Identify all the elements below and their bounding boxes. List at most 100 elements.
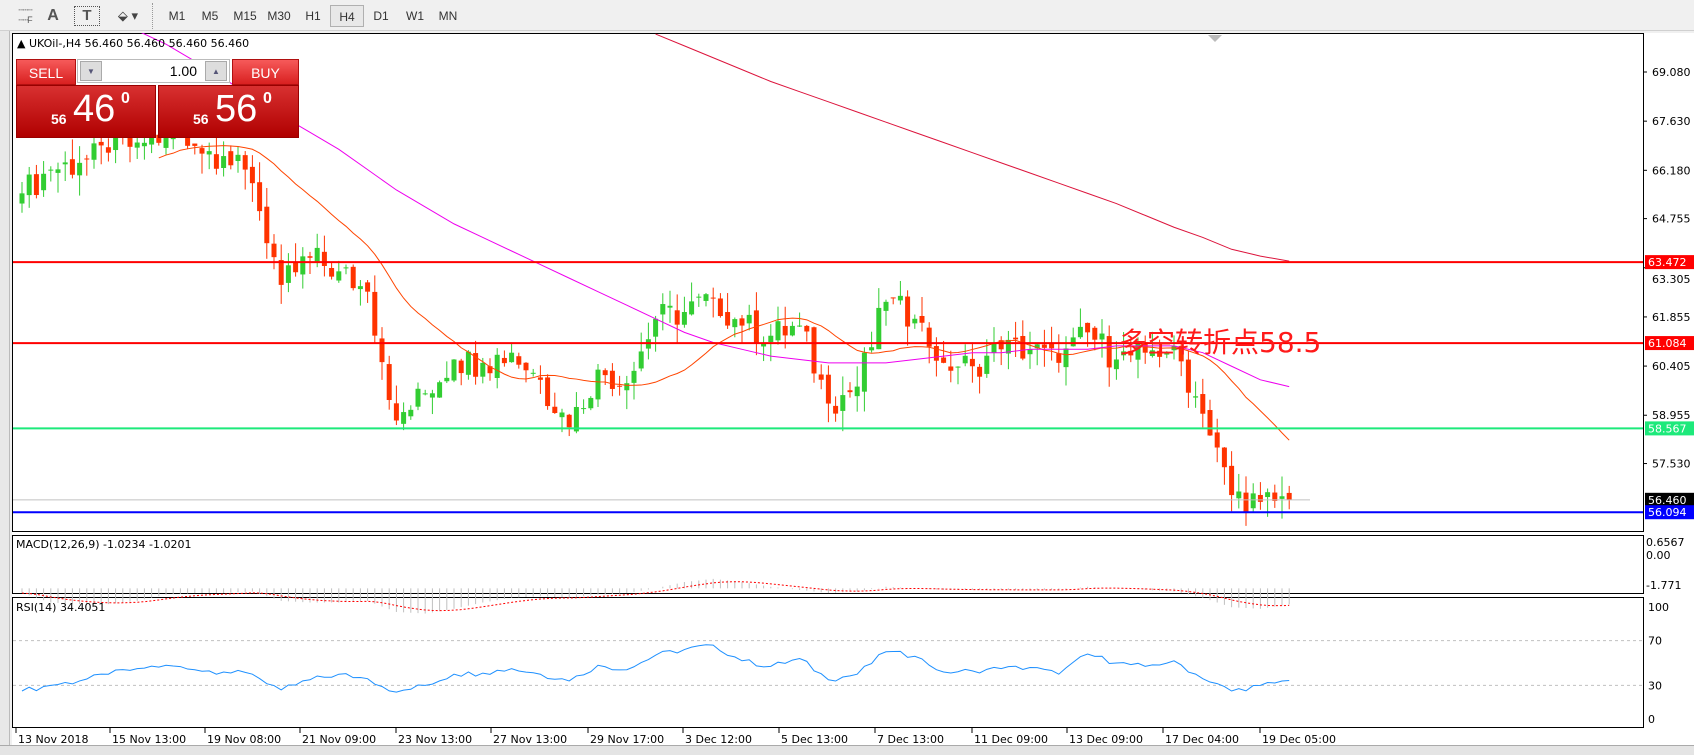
bear-candle	[1207, 410, 1213, 436]
bear-candle	[264, 206, 270, 244]
bear-candle	[1142, 342, 1148, 353]
bull-candle	[703, 294, 709, 301]
bear-candle	[825, 374, 831, 404]
price-label-box	[1645, 255, 1694, 270]
sell-button[interactable]: SELL	[16, 59, 76, 85]
bull-candle	[437, 382, 443, 398]
bull-candle	[48, 169, 54, 171]
timeframe-m30[interactable]: M30	[267, 9, 291, 23]
chart-canvas[interactable]: 69.080 67.630 66.180 64.755 63.305 61.855 60.4…	[12, 33, 1694, 745]
bear-candle	[890, 297, 896, 299]
text-icon[interactable]: A	[47, 7, 59, 24]
timeframe-m15[interactable]: M15	[233, 9, 257, 23]
timeframe-m1[interactable]: M1	[168, 9, 186, 23]
bear-candle	[1013, 337, 1019, 340]
rsi-line	[21, 644, 1290, 693]
date-tick-label: 7 Dec 13:00	[877, 733, 944, 745]
one-click-trading-panel: SELL ▼ 1.00 ▲ BUY 56 46 0 56 56 0	[16, 59, 299, 138]
bull-candle	[1135, 342, 1141, 360]
price-tick-label: 57.530	[1652, 458, 1691, 471]
bull-candle	[163, 135, 169, 148]
bear-candle	[674, 310, 680, 325]
bear-candle	[33, 174, 39, 196]
date-tick-label: 13 Nov 2018	[18, 733, 88, 745]
timeframe-d1[interactable]: D1	[373, 9, 389, 23]
toolbar-separator	[152, 3, 154, 29]
buy-button[interactable]: BUY	[232, 59, 299, 85]
bid-fraction: 0	[121, 90, 130, 107]
bid-pips: 46	[73, 88, 116, 130]
bull-candle	[667, 305, 673, 308]
bear-candle	[782, 325, 788, 336]
arrows-icon[interactable]: ⬙ ▾	[117, 8, 139, 23]
bull-candle	[746, 314, 752, 324]
bear-candle	[1056, 353, 1062, 363]
bear-candle	[926, 327, 932, 347]
chart-header: ▲ UKOil-,H4 56.460 56.460 56.460 56.460	[17, 37, 250, 50]
chart-window[interactable]: 69.080 67.630 66.180 64.755 63.305 61.855 60.4…	[12, 33, 1694, 745]
bull-candle	[869, 347, 875, 351]
date-tick-label: 13 Dec 09:00	[1069, 733, 1143, 745]
bear-candle	[818, 374, 824, 380]
bull-candle	[876, 307, 882, 350]
bear-candle	[905, 296, 911, 327]
bull-candle	[797, 325, 803, 327]
bear-candle	[365, 282, 371, 292]
rsi-tick-label: 100	[1648, 601, 1669, 614]
bull-candle	[91, 143, 97, 160]
price-tick-label: 60.405	[1652, 360, 1691, 373]
bull-candle	[624, 383, 630, 391]
bull-candle	[573, 406, 579, 432]
bull-candle	[1149, 350, 1155, 356]
bear-candle	[242, 155, 248, 170]
date-tick-label: 23 Nov 13:00	[398, 733, 472, 745]
timeframe-h4[interactable]: H4	[330, 5, 364, 27]
bull-candle	[732, 319, 738, 328]
chart-tabs-bar[interactable]	[0, 745, 1694, 755]
chart-shift-marker-icon[interactable]	[1208, 35, 1222, 42]
sell-price-button[interactable]: 56 46 0	[16, 85, 156, 138]
lot-value[interactable]: 1.00	[169, 63, 197, 79]
lot-increase-button[interactable]: ▲	[205, 61, 227, 81]
bear-candle	[257, 182, 263, 212]
timeframe-h1[interactable]: H1	[305, 9, 321, 23]
bear-candle	[1085, 322, 1091, 333]
price-tick-label: 63.305	[1652, 273, 1691, 286]
bull-candle	[775, 321, 781, 341]
bull-candle	[761, 343, 767, 347]
toolbar: ┄┄┄ ┄┄F A T ⬙ ▾ M1 M5 M15 M30 H1 H4 D1 W1 MN	[0, 0, 1694, 31]
text-label-icon[interactable]: T	[74, 6, 100, 26]
bull-candle	[235, 154, 241, 162]
lot-size-field[interactable]: ▼ 1.00 ▲	[77, 59, 230, 83]
bear-candle	[185, 130, 191, 146]
bull-candle	[314, 247, 320, 262]
period-separator-icon[interactable]: ┄┄┄ ┄┄F	[18, 5, 32, 25]
bear-candle	[566, 414, 572, 428]
bear-candle	[1178, 345, 1184, 362]
macd-tick-label: 0.00	[1646, 549, 1671, 562]
ma-fast-line	[158, 145, 1290, 441]
buy-price-button[interactable]: 56 56 0	[158, 85, 299, 138]
bull-candle	[1121, 351, 1127, 356]
bull-candle	[465, 351, 471, 375]
bull-candle	[962, 355, 968, 364]
macd-pane-frame	[12, 535, 1644, 594]
ask-big-figure: 56	[193, 111, 209, 127]
bear-candle	[1200, 394, 1206, 414]
rsi-tick-label: 70	[1648, 635, 1662, 648]
bear-candle	[717, 298, 723, 317]
bear-candle	[609, 370, 615, 389]
date-tick-label: 17 Dec 04:00	[1165, 733, 1239, 745]
bull-candle	[681, 312, 687, 325]
bear-candle	[804, 325, 810, 332]
timeframe-mn[interactable]: MN	[438, 9, 458, 23]
timeframe-w1[interactable]: W1	[406, 9, 424, 23]
bear-candle	[602, 370, 608, 376]
bull-candle	[415, 388, 421, 407]
bear-candle	[458, 360, 464, 374]
bear-candle	[933, 346, 939, 361]
timeframe-m5[interactable]: M5	[201, 9, 219, 23]
rsi-tick-label: 0	[1648, 713, 1655, 726]
bull-candle	[1077, 326, 1083, 338]
lot-decrease-button[interactable]: ▼	[80, 61, 102, 81]
